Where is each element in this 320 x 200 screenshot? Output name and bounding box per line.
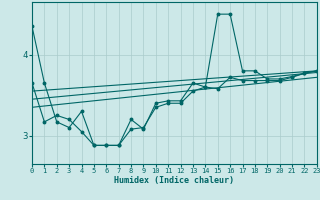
X-axis label: Humidex (Indice chaleur): Humidex (Indice chaleur) [115,176,234,185]
